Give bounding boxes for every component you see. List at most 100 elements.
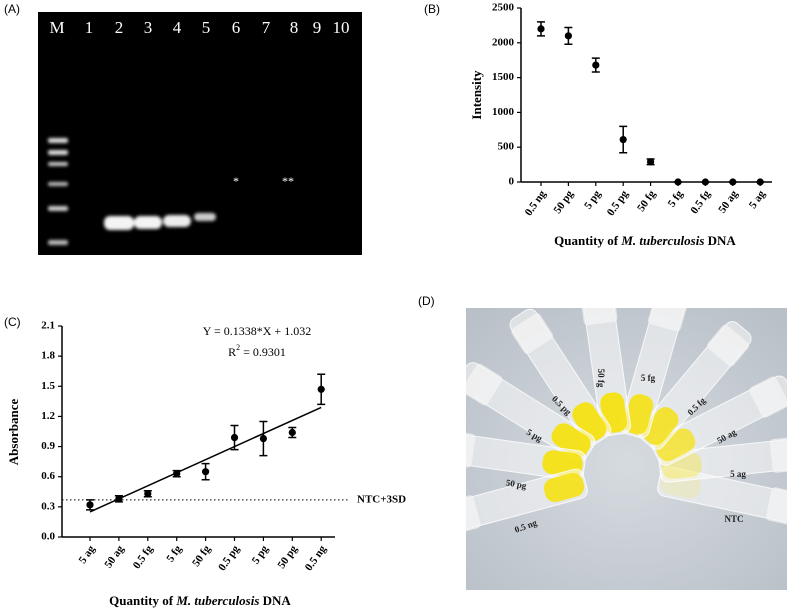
data-point [701,178,710,186]
lane-label: 8 [290,18,299,37]
gel-bands [48,138,216,245]
y-tick-label: 1000 [492,106,515,118]
lane-label: 10 [333,18,350,37]
lane-label: 6 [232,18,241,37]
x-tick-label: 5 pg [250,543,272,567]
x-tick-label: 50 ag [716,188,740,216]
y-axis-label: Intensity [469,70,484,120]
x-axis-label-part: M. tuberculosis [175,593,259,608]
tube-label: 5 ag [730,469,746,479]
panel-label: (D) [418,294,435,308]
y-tick-label: 0.0 [41,531,55,543]
tube-liquid [572,402,607,442]
x-tick-label: 5 pg [582,188,604,212]
equation: Y = 0.1338*X + 1.032 [203,324,311,338]
lane-label: 2 [115,18,124,37]
data-point [619,135,627,144]
lane-label: 5 [202,18,211,37]
data-point [230,433,239,442]
x-axis-label: Quantity of M. tuberculosis DNA [109,593,291,608]
lane-label: 1 [85,18,94,37]
y-tick-label: 2.1 [41,320,55,332]
x-tick-label: 0.5 ng [523,188,549,218]
lane-label: 3 [144,18,153,37]
threshold-label: NTC+3SD [357,493,406,505]
tube-cap [511,313,554,354]
tube-cap [749,376,787,418]
tube-label: 50 pg [505,477,528,491]
x-axis-label-part: M. tuberculosis [620,233,704,248]
r-squared-part: 2 [236,343,240,352]
x-tick-label: 50 pg [275,543,300,571]
tube-liquid [551,423,591,458]
x-axis-label-part: Quantity of [554,233,621,248]
data-point [592,61,600,69]
tube [658,436,787,483]
x-tick-label: 50 fg [635,188,658,214]
tube-liquid [543,473,585,503]
tube-cap [647,308,688,332]
r-squared-part: = 0.9301 [240,345,286,359]
x-tick-label: 0.5 pg [605,188,631,218]
tube-cap [769,436,787,473]
y-tick-label: 1.5 [41,380,55,392]
lane-label: 7 [262,18,271,37]
lane-label: 4 [173,18,182,37]
y-tick-label: 0 [509,176,515,188]
tube [637,321,752,450]
data-point [317,385,325,393]
y-tick-label: 2000 [492,36,515,48]
data-point [756,178,764,186]
tube-label: 5 fg [641,373,656,383]
y-tick-label: 0.3 [41,500,55,512]
tube-cap [466,495,481,535]
data-point [288,428,296,437]
y-tick-label: 0.6 [41,470,55,482]
x-tick-label: 5 ag [77,543,98,566]
lane-label: M [49,18,64,37]
panel-label: (B) [424,2,440,16]
data-point [647,158,655,166]
tube-cap [466,430,476,468]
x-tick-label: 5 ag [747,188,768,211]
tube-liquid [642,407,679,445]
tube-cap [466,363,503,406]
x-tick-label: 0.5 fg [688,188,713,216]
x-tick-label: 0.5 ng [303,543,329,573]
tube [509,308,612,446]
y-tick-label: 1500 [492,71,515,83]
r-squared-part: R [228,345,236,359]
data-point [674,178,682,186]
data-point [729,178,737,186]
x-axis-label-part: Quantity of [109,593,176,608]
tube [466,468,588,535]
x-tick-label: 50 ag [102,543,126,571]
data-point [202,468,210,476]
data-point [564,32,573,40]
lane-label: 9 [313,18,322,37]
data-point [144,490,152,498]
tube-label: 50 fg [596,369,606,388]
gel-annotation: * [233,174,239,188]
r-squared: R2 = 0.9301 [228,343,286,359]
tube-cap [580,308,618,326]
data-point [259,434,267,443]
tube-cap [707,324,750,367]
x-tick-label: 5 fg [666,188,686,210]
data-point [537,25,545,33]
panel-label: (A) [4,2,20,16]
tube-liquid [623,394,654,435]
y-tick-label: 1.2 [41,410,55,422]
tube-cap [765,487,787,526]
y-tick-label: 2500 [492,2,515,14]
x-axis-label-part: DNA [259,593,291,608]
data-point [86,501,94,509]
tube [466,362,596,463]
y-axis-label: Absorbance [6,399,21,466]
gel-annotation: ** [282,174,294,188]
tube [619,308,688,439]
x-tick-label: 50 fg [190,543,213,569]
tube-label: NTC [724,514,743,524]
